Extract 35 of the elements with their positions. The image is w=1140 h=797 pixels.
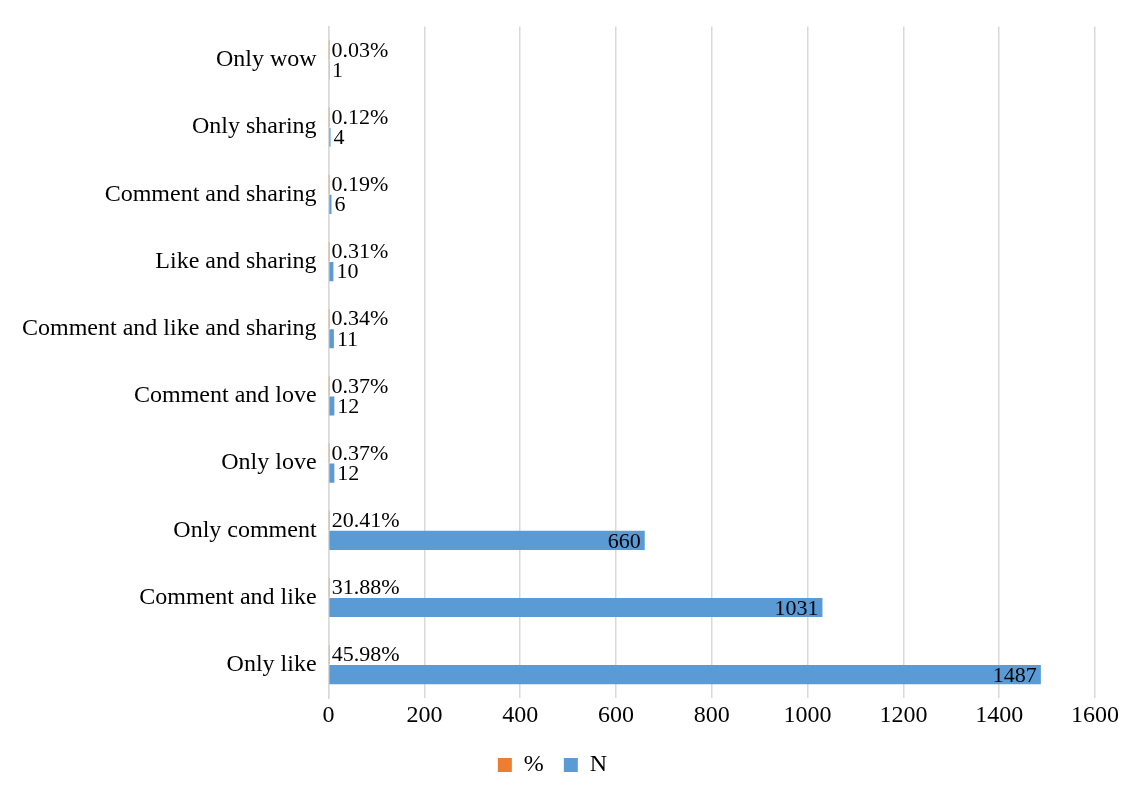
y-tick-label: Only like — [226, 649, 317, 676]
bar — [329, 329, 334, 349]
x-tick-label: 0 — [322, 700, 335, 727]
bar — [329, 262, 334, 282]
x-tick-label: 400 — [502, 700, 539, 727]
x-tick-label: 800 — [693, 700, 730, 727]
x-tick-label: 1600 — [1071, 700, 1119, 727]
x-tick-label: 600 — [598, 700, 635, 727]
bar — [329, 463, 335, 483]
y-tick-label: Comment and like and sharing — [22, 314, 317, 341]
legend-label: % — [523, 750, 544, 777]
bar — [329, 396, 335, 416]
y-tick-label: Comment and love — [133, 381, 317, 408]
x-tick-label: 1400 — [975, 700, 1024, 727]
y-tick-label: Only love — [221, 448, 317, 475]
bar — [329, 194, 332, 214]
x-tick-label: 1000 — [783, 700, 832, 727]
data-label: 20.41% — [331, 506, 400, 532]
data-label: 45.98% — [331, 641, 400, 667]
y-tick-label: Only sharing — [191, 112, 317, 139]
data-label: 1487 — [992, 662, 1037, 688]
data-label: 1031 — [774, 595, 819, 621]
y-tick-label: Only wow — [215, 45, 318, 72]
y-tick-label: Only comment — [173, 515, 317, 542]
data-label: 660 — [607, 528, 641, 554]
x-tick-label: 200 — [406, 700, 443, 727]
x-tick-label: 1200 — [879, 700, 928, 727]
bar — [329, 597, 823, 618]
bar — [329, 530, 645, 550]
y-tick-label: Comment and like — [139, 582, 317, 609]
bar — [329, 665, 1041, 685]
y-tick-label: Like and sharing — [155, 246, 317, 273]
legend-label: N — [589, 750, 608, 777]
data-label: 31.88% — [331, 574, 400, 600]
y-tick-label: Comment and sharing — [104, 179, 317, 206]
